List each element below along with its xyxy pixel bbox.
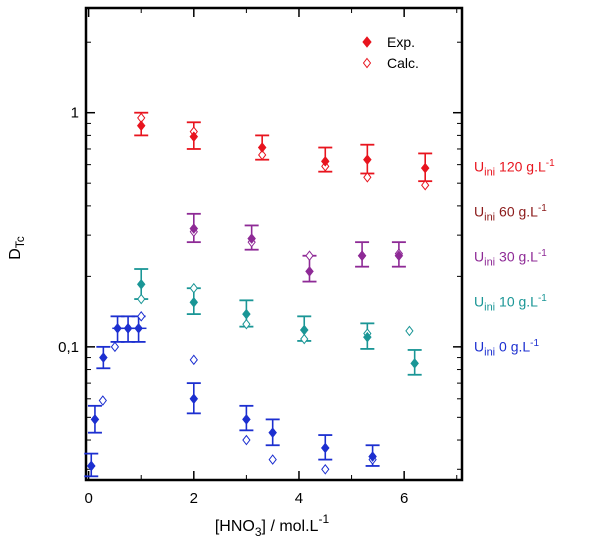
calc-point (242, 318, 251, 330)
exp-legend-label: Exp. (387, 34, 415, 50)
exp-point (368, 451, 377, 462)
exp-point (410, 357, 419, 369)
series-legend-u0: Uini 0 g.L-1 (474, 338, 540, 359)
x-tick-label: 0 (84, 490, 92, 507)
calc-point (305, 250, 314, 262)
exp-point (113, 322, 122, 334)
exp-point (99, 352, 108, 363)
x-axis-title: [HNO3] / mol.L-1 (215, 512, 330, 539)
y-axis-title: DTc (7, 236, 27, 260)
calc-point (137, 293, 146, 305)
y-tick-label: 0,1 (58, 339, 79, 356)
exp-point (134, 322, 143, 334)
exp-point (363, 154, 372, 166)
calc-point (258, 149, 267, 161)
calc-point (421, 179, 430, 191)
exp-point (242, 308, 251, 320)
calc-point (98, 395, 107, 406)
calc-point (189, 282, 198, 294)
exp-point (123, 322, 133, 334)
exp-point (189, 393, 199, 405)
exp-point (257, 142, 267, 153)
calc-point (137, 311, 146, 322)
exp-point (394, 250, 404, 262)
exp-point (363, 331, 372, 343)
calc-legend-label: Calc. (387, 55, 419, 71)
exp-point (90, 413, 100, 425)
exp-point (420, 162, 430, 174)
series-0 (134, 111, 433, 191)
x-tick-label: 2 (190, 490, 198, 507)
series-4 (84, 311, 380, 478)
exp-point (320, 442, 330, 454)
calc-point (363, 171, 372, 183)
calc-point (268, 454, 277, 465)
series-legend-u120: Uini 120 g.L-1 (474, 158, 555, 179)
calc-legend-marker (362, 57, 372, 69)
calc-point (405, 325, 414, 337)
calc-point (110, 341, 120, 353)
exp-point (242, 413, 251, 425)
exp-point (268, 427, 278, 439)
y-tick-label: 1 (71, 105, 79, 122)
exp-point (357, 250, 367, 262)
calc-point (300, 333, 309, 345)
exp-point (189, 223, 199, 234)
exp-point (305, 266, 314, 277)
calc-point (242, 434, 251, 446)
exp-point (136, 120, 146, 132)
series-legend-u30: Uini 30 g.L-1 (474, 248, 547, 269)
calc-point (321, 463, 330, 475)
exp-point (299, 324, 309, 336)
exp-point (320, 155, 330, 167)
exp-point (189, 131, 199, 143)
series-2 (186, 212, 406, 283)
exp-legend-marker (362, 36, 372, 48)
series-legend-u60: Uini 60 g.L-1 (474, 203, 547, 224)
series-legend-u10: Uini 10 g.L-1 (474, 293, 547, 314)
exp-point (136, 278, 146, 290)
exp-point (247, 233, 256, 244)
calc-point (189, 354, 198, 366)
exp-point (86, 460, 96, 472)
exp-point (189, 296, 199, 308)
series-3 (134, 268, 422, 376)
x-tick-label: 4 (295, 490, 303, 507)
plot-frame (84, 6, 464, 482)
x-tick-label: 6 (400, 490, 408, 507)
